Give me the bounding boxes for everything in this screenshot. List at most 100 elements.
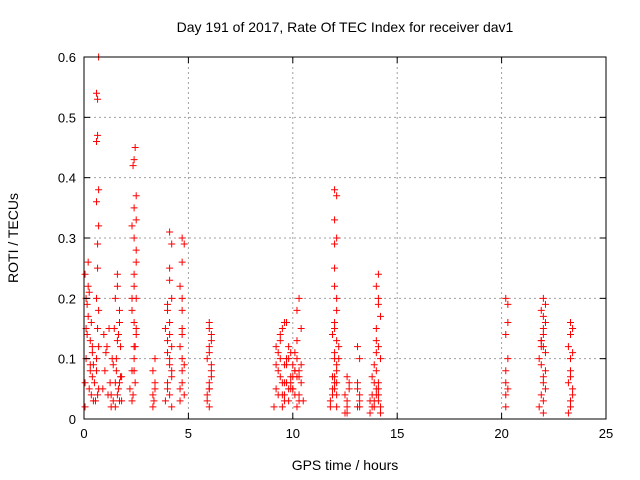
data-point [99,385,107,393]
data-point [83,300,91,308]
data-point [84,312,92,320]
data-point [95,186,103,194]
data-point [567,318,575,326]
data-point [539,325,547,332]
data-point [151,379,159,387]
data-point [166,318,174,326]
x-tick-label: 0 [80,426,87,441]
data-point [176,397,184,405]
data-point [180,240,188,248]
data-point [164,349,172,357]
data-point [95,306,103,314]
data-point [331,325,339,332]
data-point [113,282,121,290]
data-point [88,349,96,357]
data-point [178,331,186,339]
data-point [129,391,137,399]
data-point [276,337,284,345]
data-point [374,397,382,405]
data-point [372,367,380,375]
data-point [178,294,186,302]
data-point [376,355,384,363]
data-point [94,264,102,272]
data-point [151,385,159,393]
data-point [354,379,362,387]
data-point [112,355,120,363]
data-point [287,385,295,393]
data-point [115,318,123,326]
data-point [164,337,172,345]
data-point [372,282,380,290]
data-point [331,216,339,224]
data-point [270,403,278,411]
data-point [331,349,339,357]
y-tick-label: 0.3 [58,231,76,246]
data-point [178,367,186,375]
data-point [567,397,575,405]
data-point [149,391,157,399]
data-point [372,325,380,332]
data-point [541,367,549,375]
data-point [569,391,577,399]
data-point [161,397,169,405]
data-point [504,318,512,326]
data-point [354,385,362,393]
x-tick-label: 15 [390,426,404,441]
data-point [289,361,297,369]
data-point [109,361,117,369]
data-point [86,367,94,375]
data-point [207,361,215,369]
data-point [104,391,112,399]
data-point [132,216,140,224]
data-point [293,337,301,345]
data-point [541,300,549,308]
data-point [161,325,169,332]
data-point [94,325,102,332]
data-point [376,409,384,417]
data-point [331,355,339,363]
data-point [166,355,174,363]
data-point [295,367,303,375]
data-point [376,312,384,320]
data-point [333,391,341,399]
data-point [541,318,549,326]
data-point [129,162,137,170]
data-point [150,397,158,405]
y-tick-label: 0.6 [58,50,76,65]
data-point [95,222,103,230]
data-point [374,270,382,278]
data-point [297,379,305,387]
y-tick-label: 0.4 [58,171,76,186]
data-point [564,343,572,351]
data-point [178,355,186,363]
data-point [293,306,301,314]
data-point [569,385,577,393]
data-point [341,391,349,399]
data-point [331,282,339,290]
data-point [164,300,172,308]
data-point [333,379,341,387]
data-point [166,331,174,339]
data-point [293,403,301,411]
data-point [343,409,351,417]
data-point [502,379,510,387]
data-point [368,373,376,381]
data-point [354,343,362,351]
data-point [333,361,341,369]
data-point [376,403,384,411]
data-point [87,391,95,399]
data-point [356,391,364,399]
data-point [203,397,211,405]
data-point [84,258,92,266]
x-tick-label: 25 [599,426,613,441]
data-point [326,403,334,411]
data-point [283,318,291,326]
data-point [168,367,176,375]
y-tick-label: 0.2 [58,291,76,306]
data-point [85,385,93,393]
data-point [113,270,121,278]
data-point [567,373,575,381]
data-point [205,349,213,357]
data-point [126,385,134,393]
